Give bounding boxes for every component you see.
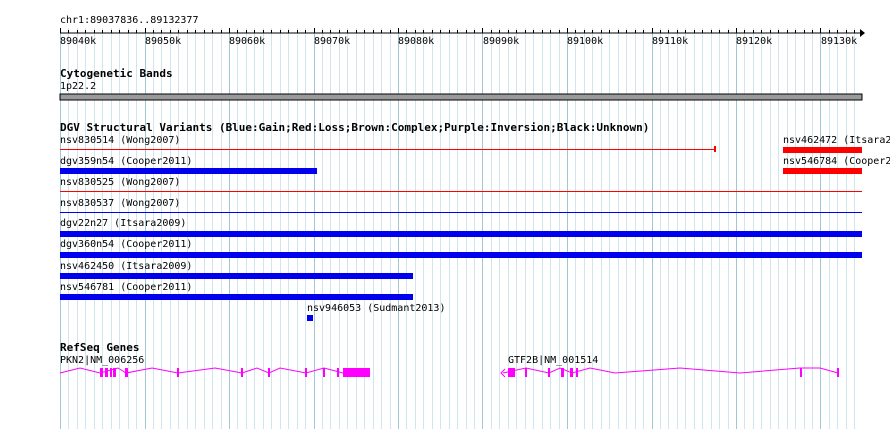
- region-label: chr1:89037836..89132377: [60, 15, 199, 26]
- ruler-label: 89060k: [229, 36, 266, 47]
- ruler-label: 89110k: [652, 36, 689, 47]
- variant-label[interactable]: dgv360n54 (Cooper2011): [60, 239, 193, 250]
- variant-end-nsv830514: [714, 146, 716, 152]
- variant-label[interactable]: nsv830537 (Wong2007): [60, 198, 181, 209]
- variant-label[interactable]: nsv546784 (Cooper2: [783, 156, 890, 167]
- variant-bar-nsv462450[interactable]: [60, 273, 413, 279]
- ruler-label: 89070k: [314, 36, 351, 47]
- ruler-label: 89050k: [145, 36, 182, 47]
- variant-bar-dgv360n54[interactable]: [60, 252, 862, 258]
- variant-bar-dgv359n54[interactable]: [60, 168, 317, 174]
- ruler-arrow-icon: [860, 29, 865, 37]
- variant-label[interactable]: nsv830525 (Wong2007): [60, 177, 181, 188]
- variant-bar-nsv546784[interactable]: [783, 168, 862, 174]
- gene-label[interactable]: PKN2|NM_006256: [60, 355, 145, 366]
- variant-label[interactable]: nsv946053 (Sudmant2013): [307, 303, 446, 314]
- variant-label[interactable]: dgv22n27 (Itsara2009): [60, 218, 187, 229]
- variant-label[interactable]: nsv462472 (Itsara2: [783, 135, 890, 146]
- variant-label[interactable]: nsv830514 (Wong2007): [60, 135, 181, 146]
- variant-bar-nsv546781[interactable]: [60, 294, 413, 300]
- ruler-label: 89080k: [398, 36, 435, 47]
- gene-gtf2b[interactable]: [500, 367, 839, 378]
- variant-bar-nsv946053[interactable]: [307, 315, 313, 321]
- ruler-label: 89090k: [483, 36, 520, 47]
- ruler-label: 89040k: [60, 36, 97, 47]
- track-title-dgv: DGV Structural Variants (Blue:Gain;Red:L…: [60, 121, 650, 134]
- variant-bar-dgv22n27[interactable]: [60, 231, 862, 237]
- ruler-label: 89130k: [821, 36, 858, 47]
- variant-label[interactable]: nsv462450 (Itsara2009): [60, 261, 193, 272]
- variant-label[interactable]: nsv546781 (Cooper2011): [60, 282, 193, 293]
- gene-label[interactable]: GTF2B|NM_001514: [508, 355, 599, 366]
- gene-pkn2[interactable]: [59, 367, 370, 377]
- variant-label[interactable]: dgv359n54 (Cooper2011): [60, 156, 193, 167]
- track-title-refseq: RefSeq Genes: [60, 341, 140, 354]
- ruler-label: 89100k: [567, 36, 604, 47]
- variant-bar-nsv462472[interactable]: [783, 147, 862, 153]
- track-title-cytobands: Cytogenetic Bands: [60, 67, 173, 80]
- cytoband-1p22-2[interactable]: [59, 93, 863, 101]
- ruler-label: 89120k: [736, 36, 773, 47]
- cytoband-label: 1p22.2: [60, 81, 97, 92]
